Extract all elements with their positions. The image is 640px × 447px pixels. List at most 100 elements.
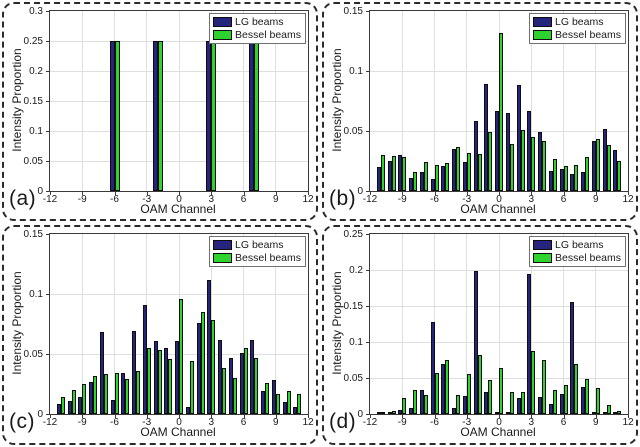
x-tick-label: -12 (362, 417, 378, 428)
bar-bessel-beams (380, 412, 385, 414)
bar-lg-beams (462, 162, 467, 191)
x-tick-label: 3 (208, 194, 215, 205)
bar-lg-beams (527, 273, 532, 414)
bessel-beams-swatch (213, 30, 233, 40)
y-tick-label: 0.2 (29, 66, 43, 77)
bar-lg-beams (613, 412, 618, 414)
bar-bessel-beams (211, 41, 217, 191)
x-tick-label: 0 (176, 417, 182, 428)
legend-item-bessel: Bessel beams (533, 252, 621, 264)
bar-bessel-beams (531, 137, 536, 191)
panel-letter: (b) (329, 187, 357, 210)
x-tick-label: 12 (622, 417, 634, 428)
bar-lg-beams (175, 340, 179, 414)
gridline-vertical (401, 11, 403, 191)
gridline-horizontal (50, 160, 308, 162)
x-tick-mark (595, 415, 597, 418)
x-tick-mark (466, 415, 468, 418)
legend: LG beams Bessel beams (529, 236, 626, 267)
x-tick-mark (531, 415, 533, 418)
legend-item-lg: LG beams (213, 16, 301, 28)
y-tick-label: 0.1 (349, 337, 363, 348)
bar-bessel-beams (222, 368, 226, 414)
bar-lg-beams (581, 171, 585, 191)
y-tick-mark (366, 234, 369, 235)
bar-lg-beams (452, 149, 456, 191)
bar-lg-beams (516, 85, 521, 191)
x-tick-label: 6 (240, 194, 247, 205)
gridline-vertical (401, 234, 403, 414)
x-axis-label: OAM Channel (460, 425, 536, 439)
x-tick-label: 12 (622, 194, 634, 205)
y-tick-label: 0.05 (23, 156, 43, 167)
bar-bessel-beams (103, 374, 108, 414)
x-tick-mark (243, 415, 245, 418)
bar-lg-beams (387, 412, 392, 414)
gridline-vertical (243, 234, 244, 414)
x-tick-label: 12 (302, 417, 314, 428)
bar-lg-beams (250, 339, 255, 414)
x-tick-mark (370, 192, 371, 195)
x-tick-label: 0 (496, 417, 502, 428)
x-tick-mark (402, 415, 404, 418)
gridline-horizontal (50, 130, 308, 132)
x-tick-label: 6 (560, 417, 567, 428)
x-tick-label: -6 (430, 417, 439, 428)
bar-lg-beams (99, 332, 104, 414)
bar-bessel-beams (595, 388, 600, 414)
y-tick-label: 0 (37, 186, 43, 197)
x-tick-mark (211, 192, 213, 195)
x-axis-label: OAM Channel (140, 202, 216, 216)
bar-lg-beams (538, 132, 542, 191)
x-tick-mark (308, 415, 309, 418)
plot-area: LG beams Bessel beams (49, 233, 309, 415)
bar-bessel-beams (265, 382, 269, 414)
bar-bessel-beams (445, 360, 450, 414)
gridline-vertical (434, 234, 435, 414)
y-tick-mark (46, 294, 49, 295)
bar-lg-beams (121, 373, 126, 414)
bessel-beams-swatch (533, 30, 553, 40)
y-tick-label: 0.05 (343, 126, 363, 137)
panel-d: Intensity Proportion LG beams Bessel bea… (322, 225, 638, 445)
bar-lg-beams (387, 161, 392, 191)
bar-bessel-beams (595, 139, 600, 191)
bar-lg-beams (602, 412, 607, 414)
bar-lg-beams (142, 304, 147, 414)
bar-bessel-beams (157, 41, 163, 191)
bar-lg-beams (398, 155, 403, 191)
x-tick-label: 3 (208, 417, 215, 428)
bar-bessel-beams (380, 155, 385, 191)
bar-bessel-beams (391, 156, 396, 191)
bar-bessel-beams (585, 157, 589, 191)
y-tick-label: 0.3 (29, 6, 43, 17)
bar-bessel-beams (531, 350, 536, 414)
gridline-vertical (81, 234, 83, 414)
bar-bessel-beams (254, 357, 259, 414)
bar-bessel-beams (488, 380, 493, 414)
gridline-vertical (466, 234, 468, 414)
bar-lg-beams (376, 167, 381, 191)
bar-bessel-beams (552, 390, 557, 414)
x-tick-mark (370, 415, 371, 418)
y-tick-label: 0.25 (23, 36, 43, 47)
bar-lg-beams (206, 41, 212, 191)
bar-bessel-beams (585, 379, 589, 414)
legend-item-bessel: Bessel beams (213, 29, 301, 41)
bar-lg-beams (538, 396, 542, 414)
y-axis-label: Intensity Proportion (330, 271, 344, 375)
legend-item-lg: LG beams (213, 239, 301, 251)
gridline-horizontal (50, 100, 308, 102)
bessel-beams-swatch (533, 253, 553, 263)
y-tick-label: 0.1 (29, 126, 43, 137)
x-tick-mark (179, 415, 180, 418)
legend: LG beams Bessel beams (209, 13, 306, 44)
bar-bessel-beams (499, 32, 503, 191)
bar-lg-beams (570, 302, 575, 414)
y-tick-mark (366, 11, 369, 12)
bar-lg-beams (409, 177, 413, 191)
gridline-vertical (563, 234, 564, 414)
bar-lg-beams (516, 398, 521, 414)
bar-bessel-beams (136, 370, 140, 414)
bar-bessel-beams (477, 153, 482, 191)
